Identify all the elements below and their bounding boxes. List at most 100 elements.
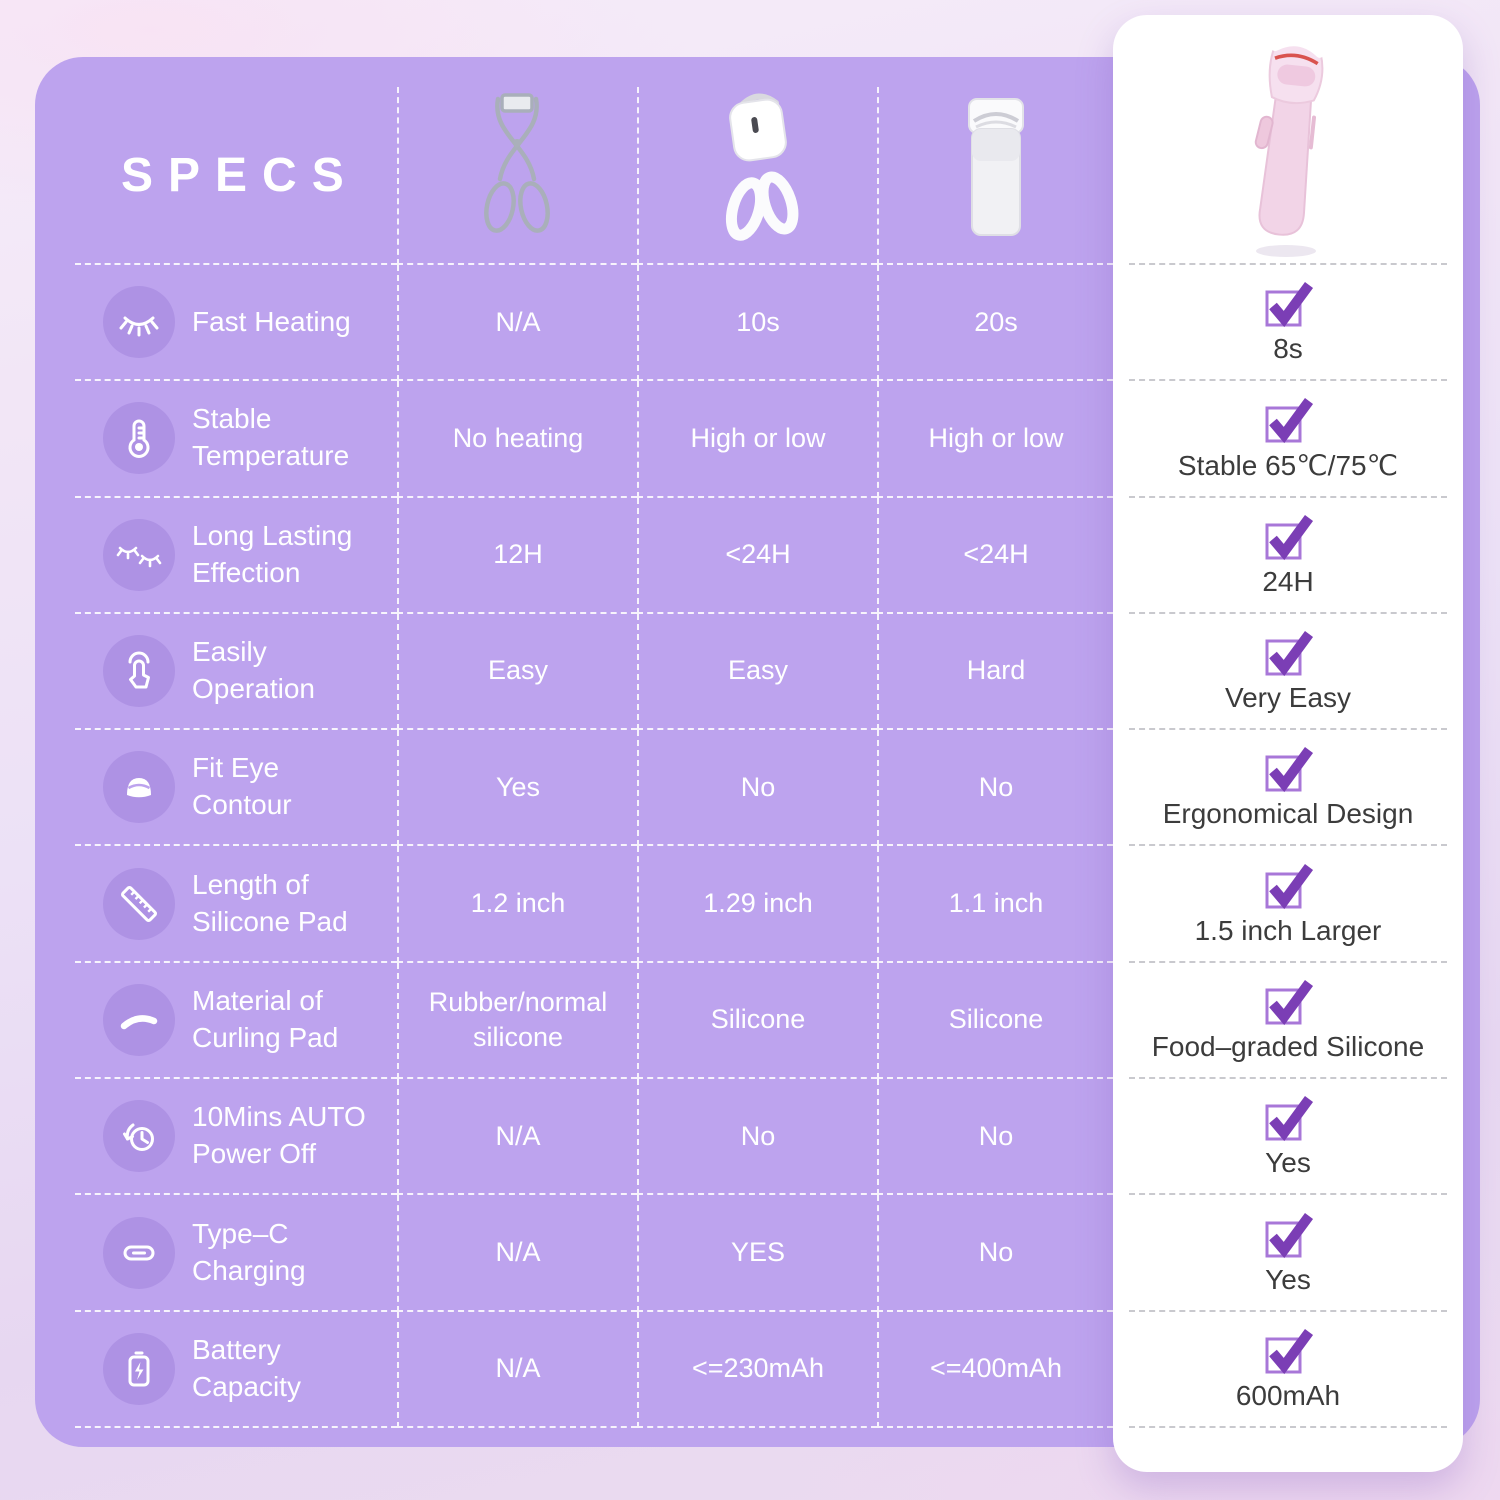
product-image-compact-curler xyxy=(877,87,1113,265)
page-title: SPECS xyxy=(121,148,359,202)
table-cell: No xyxy=(877,1195,1113,1312)
row-label-text: Battery Capacity xyxy=(192,1333,301,1402)
featured-value: Yes xyxy=(1265,1147,1311,1179)
row-label-text: Fast Heating xyxy=(192,305,351,337)
table-cell: 20s xyxy=(877,265,1113,382)
spacer xyxy=(35,614,75,730)
table-cell: <=230mAh xyxy=(637,1311,877,1428)
table-cell: N/A xyxy=(397,265,637,382)
checkmark-icon xyxy=(1265,979,1314,1025)
table-cell: 1.29 inch xyxy=(637,846,877,963)
table-row-label: Fit Eye Contour xyxy=(75,730,397,847)
table-row-label: Type–C Charging xyxy=(75,1195,397,1312)
checkmark-icon xyxy=(1265,397,1314,444)
featured-value: 600mAh xyxy=(1235,1379,1341,1411)
table-cell: High or low xyxy=(877,381,1113,498)
table-cell: Easy xyxy=(397,613,637,731)
spacer xyxy=(35,87,75,265)
featured-value: 24H xyxy=(1262,565,1314,597)
row-label-text: Easily Operation xyxy=(192,636,315,705)
featured-value: Yes xyxy=(1265,1263,1311,1295)
spacer xyxy=(35,730,75,846)
table-cell: High or low xyxy=(637,381,877,498)
table-row-label: 10Mins AUTO Power Off xyxy=(75,1079,397,1196)
checkmark-icon xyxy=(1265,863,1314,909)
checkmark-icon xyxy=(1265,1096,1314,1142)
featured-value: Food–graded Silicone xyxy=(1151,1030,1425,1062)
table-cell: 12H xyxy=(397,497,637,614)
white-compact-heated-curler-image xyxy=(968,98,1024,236)
auto-off-clock-icon xyxy=(103,1100,175,1173)
featured-product-hero xyxy=(1129,15,1447,265)
table-cell: 10s xyxy=(637,265,877,382)
checkmark-icon xyxy=(1265,631,1314,677)
table-header-cell: SPECS xyxy=(75,87,397,265)
double-eyelash-icon xyxy=(103,518,175,591)
table-cell: N/A xyxy=(397,1311,637,1428)
table-cell: YES xyxy=(637,1195,877,1312)
table-row-label: Long Lasting Effection xyxy=(75,498,397,614)
table-cell: No xyxy=(637,1079,877,1196)
featured-row: 600mAh xyxy=(1129,1312,1447,1428)
table-cell: <24H xyxy=(637,497,877,614)
table-row-label: Battery Capacity xyxy=(75,1312,397,1428)
featured-row: Stable 65℃/75℃ xyxy=(1129,381,1447,498)
spacer xyxy=(35,498,75,614)
checkmark-icon xyxy=(1265,1328,1314,1374)
eyelash-icon xyxy=(103,286,175,359)
spacer xyxy=(35,1079,75,1195)
eye-pad-icon xyxy=(103,751,175,824)
table-cell: 1.2 inch xyxy=(397,846,637,963)
table-cell: Silicone xyxy=(877,962,1113,1080)
spacer xyxy=(35,1195,75,1311)
comparison-table: SPECS xyxy=(35,87,1480,1428)
featured-value: Stable 65℃/75℃ xyxy=(1177,449,1399,481)
row-label-text: Fit Eye Contour xyxy=(192,752,292,821)
table-cell: Rubber/normal silicone xyxy=(397,962,637,1080)
row-label-text: Long Lasting Effection xyxy=(192,519,353,588)
featured-row: 1.5 inch Larger xyxy=(1129,846,1447,963)
manual-eyelash-curler-image xyxy=(484,93,550,233)
table-row-label: Material of Curling Pad xyxy=(75,963,397,1080)
battery-icon xyxy=(103,1332,175,1405)
table-cell: N/A xyxy=(397,1079,637,1196)
spacer xyxy=(35,846,75,962)
row-label-text: Type–C Charging xyxy=(192,1217,306,1286)
table-cell: Yes xyxy=(397,730,637,847)
featured-row: 24H xyxy=(1129,498,1447,614)
type-c-icon xyxy=(103,1216,175,1289)
spacer xyxy=(35,381,75,497)
product-image-manual-curler xyxy=(397,87,637,265)
row-label-text: 10Mins AUTO Power Off xyxy=(192,1101,366,1170)
table-cell: <24H xyxy=(877,497,1113,614)
table-row-label: Stable Temperature xyxy=(75,381,397,498)
row-label-text: Stable Temperature xyxy=(192,403,350,472)
table-cell: No heating xyxy=(397,381,637,498)
table-cell: Silicone xyxy=(637,962,877,1080)
featured-value: 8s xyxy=(1273,333,1303,365)
featured-value: Ergonomical Design xyxy=(1162,798,1414,830)
checkmark-icon xyxy=(1265,282,1314,328)
table-cell: N/A xyxy=(397,1195,637,1312)
pink-heated-eyelash-curler-image xyxy=(1254,38,1324,257)
table-cell: No xyxy=(877,730,1113,847)
table-cell: No xyxy=(637,730,877,847)
table-cell: <=400mAh xyxy=(877,1311,1113,1428)
spacer xyxy=(35,963,75,1079)
featured-value: Very Easy xyxy=(1224,682,1352,714)
checkmark-icon xyxy=(1265,514,1314,560)
table-row-label: Easily Operation xyxy=(75,614,397,731)
table-cell: Hard xyxy=(877,613,1113,731)
table-cell: No xyxy=(877,1079,1113,1196)
featured-row: Food–graded Silicone xyxy=(1129,963,1447,1080)
curl-pad-icon xyxy=(103,983,175,1056)
featured-row: Yes xyxy=(1129,1195,1447,1312)
thermometer-icon xyxy=(103,402,175,475)
featured-product-card: 8s Stable 65℃/75℃ 24H Very Easy xyxy=(1113,15,1463,1472)
product-image-heated-curler xyxy=(637,87,877,265)
featured-row: Very Easy xyxy=(1129,614,1447,731)
row-label-text: Material of Curling Pad xyxy=(192,984,339,1053)
table-row-label: Fast Heating xyxy=(75,265,397,382)
spacer xyxy=(35,265,75,381)
